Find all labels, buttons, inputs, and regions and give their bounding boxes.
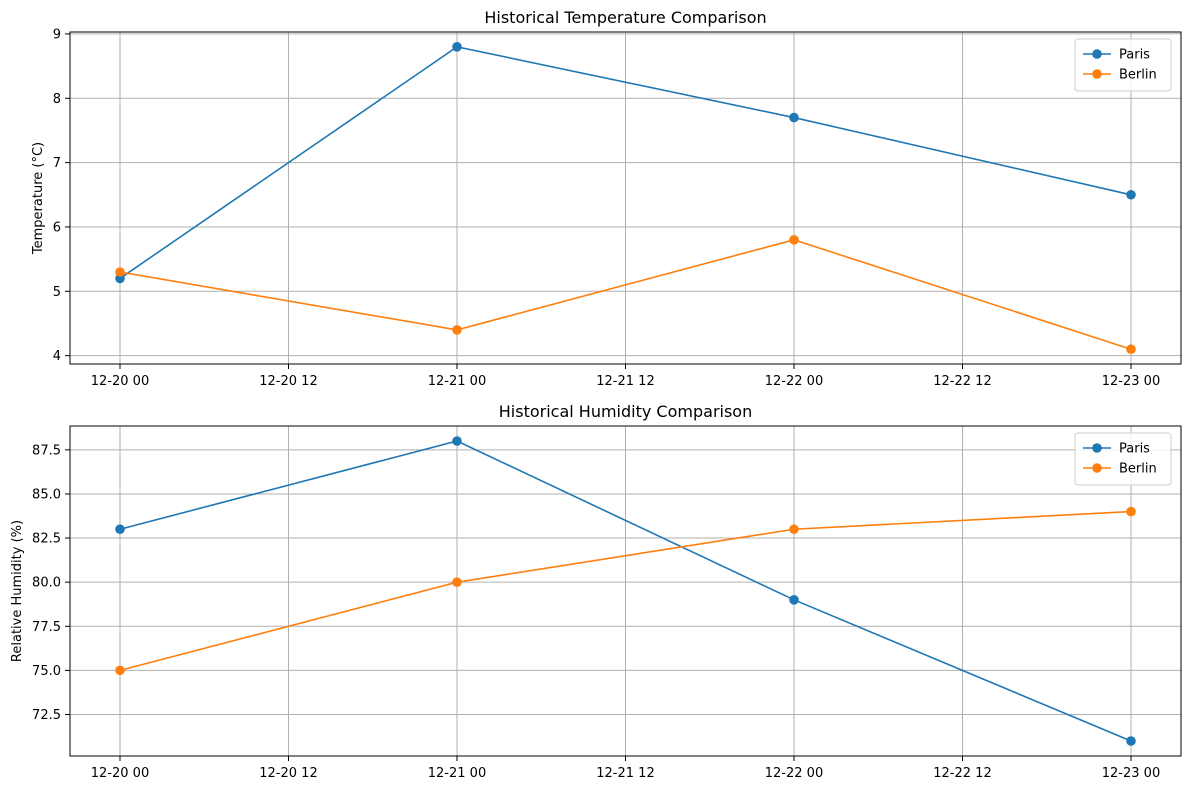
chart-title: Historical Temperature Comparison	[484, 8, 766, 27]
y-tick-label: 8	[53, 92, 61, 107]
y-tick-label: 5	[53, 285, 61, 300]
humidity-chart: 12-20 00 12-20 12 12-21 00 12-21 12 12-22 00…	[10, 402, 1182, 781]
y-tick-label: 87.5	[32, 443, 61, 458]
data-point-paris	[789, 595, 799, 605]
x-tick-label: 12-21 00	[428, 374, 486, 389]
y-tick-label: 75.0	[32, 664, 61, 679]
y-tick-label: 85.0	[32, 487, 61, 502]
legend-marker-berlin	[1092, 69, 1102, 79]
data-point-berlin	[452, 577, 462, 587]
x-tick-label: 12-22 12	[933, 374, 991, 389]
legend-label-berlin: Berlin	[1119, 68, 1157, 83]
x-tick-label: 12-21 12	[596, 374, 654, 389]
series-line-paris	[119, 45, 1132, 280]
data-point-paris	[452, 41, 462, 52]
data-point-paris	[1126, 189, 1136, 200]
temperature-chart: 12-20 00 12-20 12 12-21 00 12-21 12 12-22 00…	[31, 8, 1182, 389]
legend-marker-berlin	[1092, 463, 1102, 473]
data-point-paris	[452, 436, 462, 446]
data-point-berlin	[115, 267, 125, 277]
data-point-paris	[115, 524, 125, 535]
x-tick-label: 12-20 12	[259, 374, 317, 389]
y-tick-label: 80.0	[32, 576, 61, 591]
legend-label-paris: Paris	[1119, 442, 1150, 457]
x-tick-label: 12-20 00	[91, 374, 149, 389]
y-tick-label: 9	[53, 27, 61, 42]
y-tick-label: 7	[53, 156, 61, 171]
data-point-berlin	[789, 524, 799, 535]
x-tick-label: 12-21 00	[428, 766, 486, 781]
y-tick-label: 82.5	[32, 532, 61, 547]
x-tick-label: 12-21 12	[596, 766, 654, 781]
data-point-berlin	[115, 665, 125, 676]
legend-label-berlin: Berlin	[1119, 462, 1157, 477]
x-tick-label: 12-22 00	[765, 766, 823, 781]
data-point-berlin	[789, 235, 799, 245]
x-tick-label: 12-20 00	[91, 766, 149, 781]
legend: Paris Berlin	[1074, 38, 1172, 92]
series-line-berlin	[119, 238, 1132, 350]
chart-title: Historical Humidity Comparison	[499, 402, 752, 421]
series-line-berlin	[119, 510, 1132, 672]
legend-marker-paris	[1092, 49, 1102, 59]
y-axis-label: Temperature (°C)	[31, 142, 46, 255]
x-tick-label: 12-22 00	[765, 374, 823, 389]
legend-marker-paris	[1092, 443, 1102, 453]
x-tick-label: 12-20 12	[259, 766, 317, 781]
x-tick-label: 12-23 00	[1102, 766, 1160, 781]
legend: Paris Berlin	[1074, 432, 1172, 486]
x-tick-label: 12-23 00	[1102, 374, 1160, 389]
data-point-berlin	[1126, 506, 1136, 517]
data-point-berlin	[452, 325, 462, 335]
y-axis-label: Relative Humidity (%)	[10, 520, 25, 662]
data-point-paris	[1126, 736, 1136, 746]
y-tick-label: 77.5	[32, 620, 61, 635]
x-tick-label: 12-22 12	[933, 766, 991, 781]
y-tick-label: 72.5	[32, 708, 61, 723]
legend-label-paris: Paris	[1119, 48, 1150, 63]
data-point-berlin	[1126, 344, 1136, 355]
y-tick-label: 6	[53, 220, 61, 235]
series-line-paris	[119, 440, 1132, 742]
data-point-paris	[789, 112, 799, 123]
y-tick-label: 4	[53, 349, 61, 364]
